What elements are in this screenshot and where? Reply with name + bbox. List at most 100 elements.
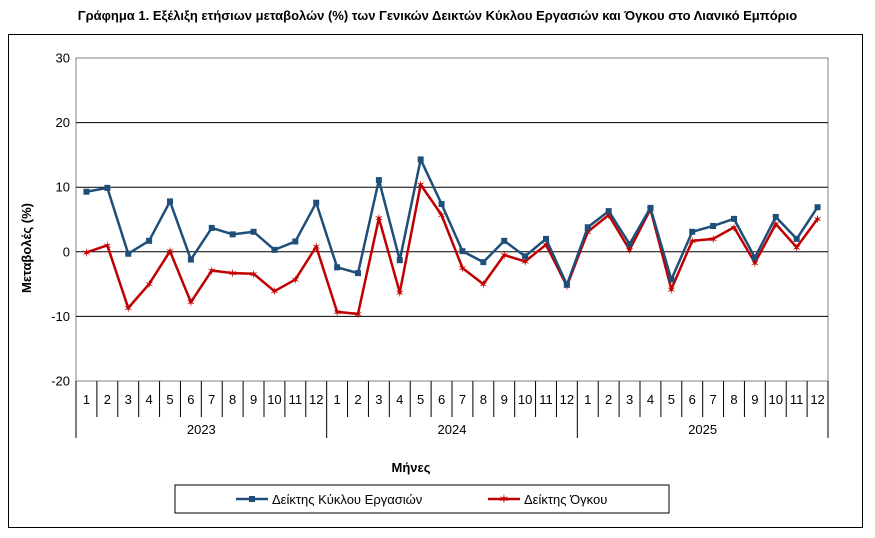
data-point <box>438 200 445 207</box>
data-point <box>543 235 549 242</box>
data-point: ✶ <box>583 225 593 239</box>
legend-marker-volume: ✶ <box>499 492 510 507</box>
data-point <box>334 264 341 271</box>
data-point: ✶ <box>457 261 467 275</box>
data-point <box>814 204 821 211</box>
data-point <box>689 228 696 235</box>
data-point: ✶ <box>604 208 614 222</box>
x-month-label: 7 <box>208 392 215 407</box>
data-point <box>355 270 361 277</box>
y-tick-label: 20 <box>56 115 70 130</box>
data-point: ✶ <box>144 278 154 292</box>
data-point: ✶ <box>332 305 342 319</box>
data-point <box>83 188 90 195</box>
data-point <box>187 256 194 263</box>
data-point: ✶ <box>541 238 551 252</box>
x-month-label: 5 <box>668 392 675 407</box>
series-group: ✶✶✶✶✶✶✶✶✶✶✶✶✶✶✶✶✶✶✶✶✶✶✶✶✶✶✶✶✶✶✶✶✶✶✶✶ <box>81 156 823 321</box>
data-point: ✶ <box>353 307 363 321</box>
y-tick-label: 0 <box>63 244 70 259</box>
x-month-label: 9 <box>751 392 758 407</box>
data-point <box>731 215 737 222</box>
data-point <box>208 224 215 231</box>
x-month-label: 7 <box>459 392 466 407</box>
data-point <box>772 213 779 220</box>
x-month-label: 5 <box>417 392 424 407</box>
x-month-label: 3 <box>375 392 382 407</box>
data-point <box>104 184 111 191</box>
x-month-label: 6 <box>187 392 194 407</box>
x-month-label: 6 <box>438 392 445 407</box>
x-month-label: 3 <box>125 392 132 407</box>
x-month-label: 4 <box>647 392 654 407</box>
data-point: ✶ <box>374 212 384 226</box>
chart-title: Γράφημα 1. Εξέλιξη ετήσιων μεταβολών (%)… <box>77 8 798 23</box>
x-month-label: 10 <box>267 392 281 407</box>
series-turnover <box>83 156 821 288</box>
x-month-label: 1 <box>333 392 340 407</box>
data-point <box>396 257 403 264</box>
data-point <box>292 238 299 245</box>
data-point <box>125 250 132 257</box>
x-month-label: 10 <box>769 392 783 407</box>
x-year-label: 2024 <box>438 422 467 437</box>
data-point: ✶ <box>687 234 697 248</box>
x-month-label: 8 <box>730 392 737 407</box>
x-month-label: 5 <box>166 392 173 407</box>
x-month-label: 2 <box>104 392 111 407</box>
data-point: ✶ <box>207 264 217 278</box>
data-point: ✶ <box>416 178 426 192</box>
series-line <box>86 158 819 286</box>
data-point <box>647 204 654 211</box>
data-point: ✶ <box>165 245 175 259</box>
y-tick-label: -20 <box>51 374 70 389</box>
data-point <box>480 259 487 266</box>
data-point <box>229 231 236 238</box>
x-month-label: 8 <box>229 392 236 407</box>
x-month-label: 2 <box>605 392 612 407</box>
x-month-label: 2 <box>354 392 361 407</box>
data-point: ✶ <box>395 286 405 300</box>
y-tick-label: 10 <box>56 180 70 195</box>
x-month-label: 3 <box>626 392 633 407</box>
data-point: ✶ <box>750 256 760 270</box>
data-point: ✶ <box>437 208 447 222</box>
series-volume: ✶✶✶✶✶✶✶✶✶✶✶✶✶✶✶✶✶✶✶✶✶✶✶✶✶✶✶✶✶✶✶✶✶✶✶✶ <box>81 178 822 321</box>
y-axis-label: Μεταβολές (%) <box>19 203 34 293</box>
data-point <box>710 222 717 229</box>
data-point: ✶ <box>123 302 133 316</box>
data-point <box>522 253 529 260</box>
x-year-label: 2023 <box>187 422 216 437</box>
data-point <box>501 237 508 244</box>
chart-frame <box>8 34 863 528</box>
legend-label-volume: Δείκτης Όγκου <box>524 492 607 507</box>
y-tick-label: 30 <box>56 51 70 66</box>
x-month-label: 10 <box>518 392 532 407</box>
data-point <box>751 254 758 261</box>
legend-marker-turnover <box>249 496 255 502</box>
data-point <box>605 208 612 215</box>
x-month-label: 1 <box>83 392 90 407</box>
data-point: ✶ <box>311 240 321 254</box>
x-month-label: 6 <box>689 392 696 407</box>
data-point: ✶ <box>186 296 196 310</box>
data-point: ✶ <box>102 239 112 253</box>
x-axis-label: Μήνες <box>392 460 431 475</box>
data-point: ✶ <box>81 246 91 260</box>
data-point <box>563 281 570 288</box>
data-point <box>271 246 278 253</box>
x-month-label: 9 <box>250 392 257 407</box>
data-point: ✶ <box>625 243 635 257</box>
data-point: ✶ <box>249 267 259 281</box>
y-axis-ticks: 30 20 10 0 -10 -20 <box>51 51 70 389</box>
data-point <box>668 276 675 283</box>
data-point: ✶ <box>771 218 781 232</box>
series-line <box>86 183 819 316</box>
data-point: ✶ <box>499 249 509 263</box>
x-month-label: 4 <box>145 392 152 407</box>
x-month-label: 12 <box>810 392 824 407</box>
x-month-label: 11 <box>790 392 804 407</box>
grid-lines <box>76 122 828 317</box>
x-year-label: 2025 <box>688 422 717 437</box>
x-month-label: 9 <box>501 392 508 407</box>
